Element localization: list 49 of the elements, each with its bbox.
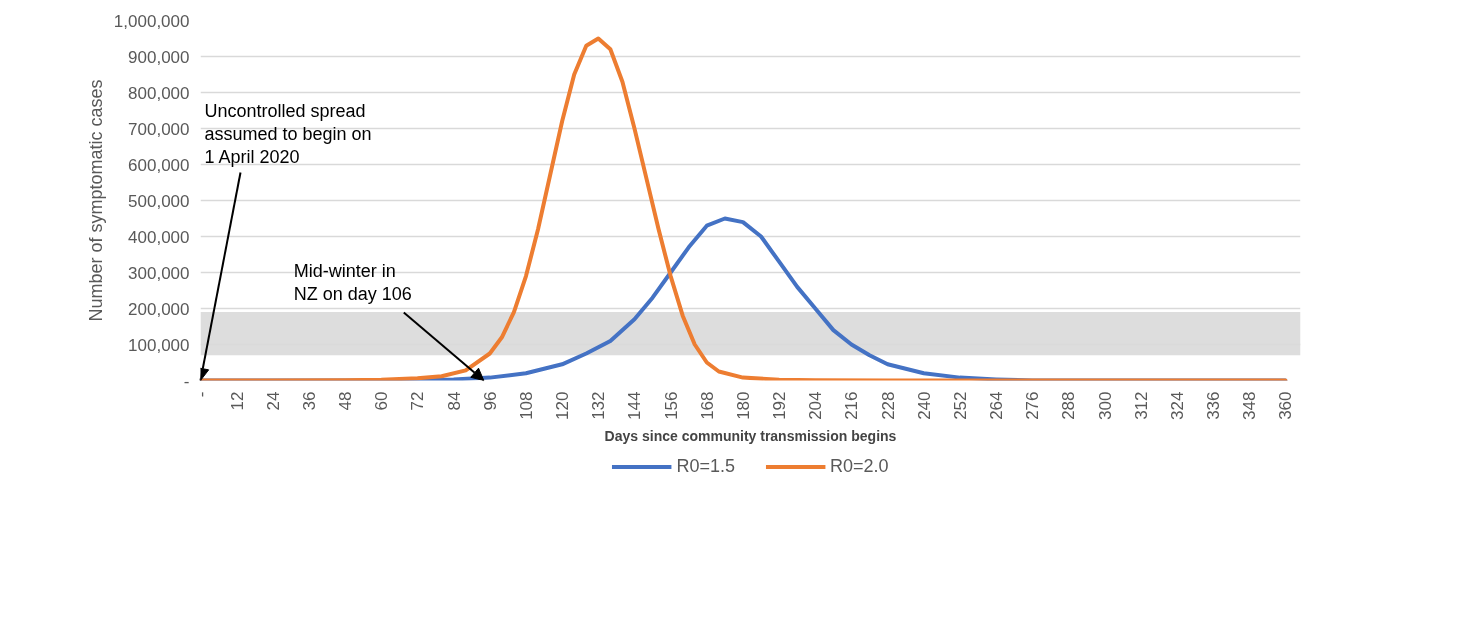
x-tick-label: 36 xyxy=(299,391,319,411)
x-tick-label: 240 xyxy=(914,391,934,420)
y-tick-label: 100,000 xyxy=(128,335,190,355)
annotation: Uncontrolled spread assumed to begin on 1 April 2020 xyxy=(204,100,372,167)
x-axis-title: Days since community transmission begins xyxy=(604,427,897,444)
x-tick-label: 108 xyxy=(516,391,536,420)
y-tick-label: 500,000 xyxy=(128,191,190,211)
x-tick-label: 216 xyxy=(842,391,862,420)
x-tick-label: - xyxy=(191,391,211,398)
x-tick-label: 84 xyxy=(444,391,464,411)
x-tick-label: 336 xyxy=(1204,391,1224,420)
x-tick-label: 300 xyxy=(1095,391,1115,420)
y-tick-label: 800,000 xyxy=(128,83,190,103)
x-tick-label: 192 xyxy=(770,391,790,420)
x-tick-label: 360 xyxy=(1276,391,1296,420)
x-tick-label: 24 xyxy=(263,391,283,411)
y-tick-label: 1,000,000 xyxy=(113,11,190,31)
x-tick-label: 132 xyxy=(589,391,609,420)
y-tick-label: 200,000 xyxy=(128,299,190,319)
x-tick-label: 348 xyxy=(1240,391,1260,420)
y-tick-label: 300,000 xyxy=(128,263,190,283)
x-tick-label: 264 xyxy=(987,391,1007,420)
x-tick-label: 144 xyxy=(625,391,645,420)
x-tick-label: 120 xyxy=(553,391,573,420)
x-tick-label: 252 xyxy=(950,391,970,420)
x-tick-label: 288 xyxy=(1059,391,1079,420)
x-tick-label: 48 xyxy=(336,391,356,411)
x-tick-label: 12 xyxy=(227,391,247,411)
x-tick-label: 96 xyxy=(480,391,500,411)
x-tick-label: 312 xyxy=(1131,391,1151,420)
x-tick-label: 276 xyxy=(1023,391,1043,420)
x-tick-label: 180 xyxy=(733,391,753,420)
x-tick-label: 228 xyxy=(878,391,898,420)
x-tick-label: 204 xyxy=(806,391,826,420)
y-tick-label: - xyxy=(183,371,190,391)
x-tick-label: 168 xyxy=(697,391,717,420)
y-tick-label: 600,000 xyxy=(128,155,190,175)
legend-label: R0=2.0 xyxy=(830,455,889,477)
x-tick-label: 156 xyxy=(661,391,681,420)
y-tick-label: 900,000 xyxy=(128,47,190,67)
y-tick-label: 700,000 xyxy=(128,119,190,139)
line-series xyxy=(200,36,1288,381)
x-tick-label: 324 xyxy=(1167,391,1187,420)
y-tick-label: 400,000 xyxy=(128,227,190,247)
y-axis-title: Number of symptomatic cases xyxy=(85,79,106,322)
legend-label: R0=1.5 xyxy=(676,455,735,477)
annotation: Mid-winter in NZ on day 106 xyxy=(293,260,412,304)
x-tick-label: 60 xyxy=(372,391,392,411)
x-tick-label: 72 xyxy=(408,391,428,411)
